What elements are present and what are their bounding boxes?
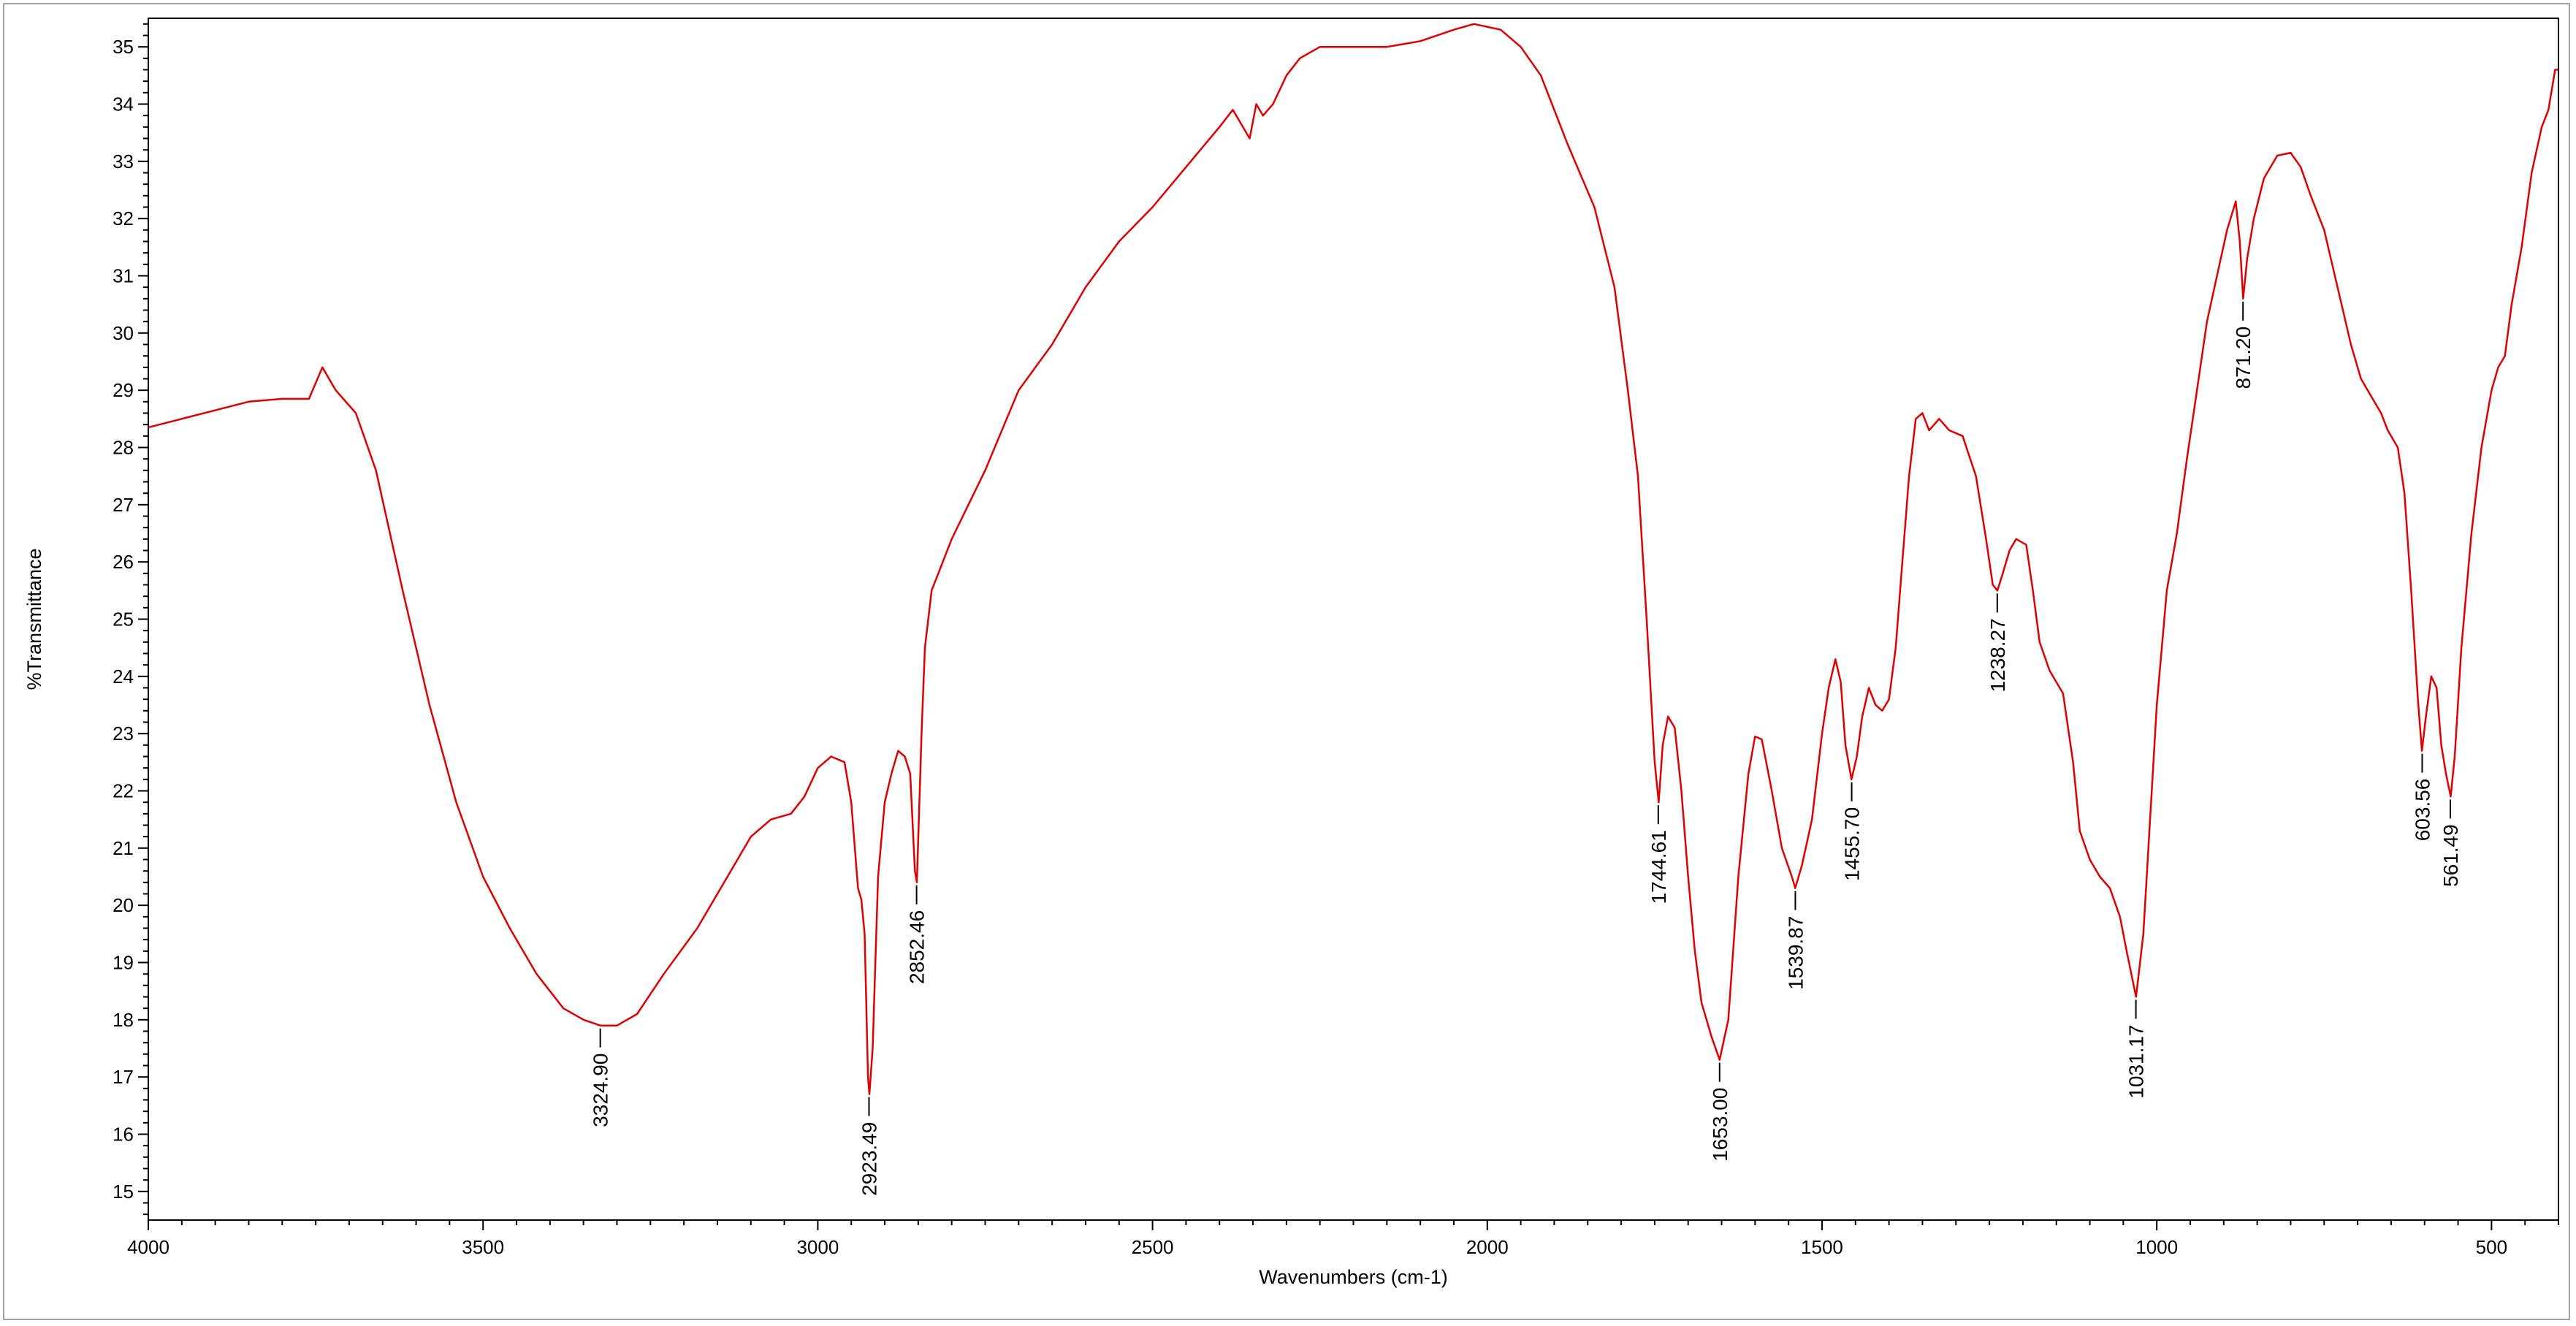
peak-annotations: 3324.90 2923.49 2852.46 1744.61 1653.00 1539.… xyxy=(590,301,2462,1196)
peak-label: 2852.46 xyxy=(906,910,929,984)
x-tick-label: 3500 xyxy=(462,1236,504,1258)
peak-label: 1539.87 xyxy=(1784,916,1807,990)
peak-label: 871.20 xyxy=(2232,327,2255,389)
series-group xyxy=(148,23,2558,1095)
x-tick-label: 4000 xyxy=(127,1236,169,1258)
x-tick-label: 3000 xyxy=(796,1236,839,1258)
y-axis-title: %Transmittance xyxy=(23,548,45,690)
y-tick-label: 21 xyxy=(113,837,134,859)
y-tick-label: 17 xyxy=(113,1066,134,1088)
y-tick-label: 20 xyxy=(113,894,134,916)
peak-label: 1455.70 xyxy=(1841,807,1864,881)
y-tick-label: 22 xyxy=(113,780,134,802)
peak-label: 561.49 xyxy=(2439,824,2462,887)
peak-label: 3324.90 xyxy=(590,1053,612,1127)
peak-label: 1744.61 xyxy=(1647,830,1670,904)
x-tick-label: 2500 xyxy=(1132,1236,1174,1258)
y-tick-label: 29 xyxy=(113,379,134,401)
y-tick-label: 25 xyxy=(113,609,134,630)
x-axis-title: Wavenumbers (cm-1) xyxy=(1259,1266,1448,1288)
y-tick-label: 24 xyxy=(113,666,134,687)
y-tick-label: 26 xyxy=(113,551,134,573)
y-tick-label: 35 xyxy=(113,36,134,58)
peak-label: 2923.49 xyxy=(858,1122,881,1196)
y-tick-label: 16 xyxy=(113,1124,134,1146)
y-tick-label: 23 xyxy=(113,723,134,744)
y-tick-label: 27 xyxy=(113,494,134,516)
x-tick-label: 2000 xyxy=(1466,1236,1509,1258)
x-tick-label: 500 xyxy=(2476,1236,2507,1258)
y-tick-label: 19 xyxy=(113,952,134,974)
peak-label: 603.56 xyxy=(2411,779,2434,842)
x-tick-label: 1000 xyxy=(2135,1236,2178,1258)
y-tick-label: 32 xyxy=(113,207,134,229)
y-axis: 15 16 17 18 19 20 21 22 23 24 25 26 27 28 29 30 31 32 33 34… xyxy=(113,23,148,1216)
peak-label: 1238.27 xyxy=(1986,618,2009,692)
y-tick-label: 15 xyxy=(113,1181,134,1203)
spectrum-line xyxy=(148,23,2558,1095)
y-tick-label: 34 xyxy=(113,94,134,115)
y-tick-label: 28 xyxy=(113,437,134,459)
y-tick-label: 18 xyxy=(113,1009,134,1031)
plot-area xyxy=(148,18,2559,1221)
x-tick-label: 1500 xyxy=(1801,1236,1843,1258)
x-axis: 4000 3500 3000 2500 2000 1500 1000 500 xyxy=(127,1220,2559,1258)
peak-label: 1653.00 xyxy=(1709,1088,1731,1162)
y-tick-label: 31 xyxy=(113,265,134,287)
y-tick-label: 30 xyxy=(113,322,134,344)
y-tick-label: 33 xyxy=(113,150,134,172)
peak-label: 1031.17 xyxy=(2125,1025,2148,1099)
